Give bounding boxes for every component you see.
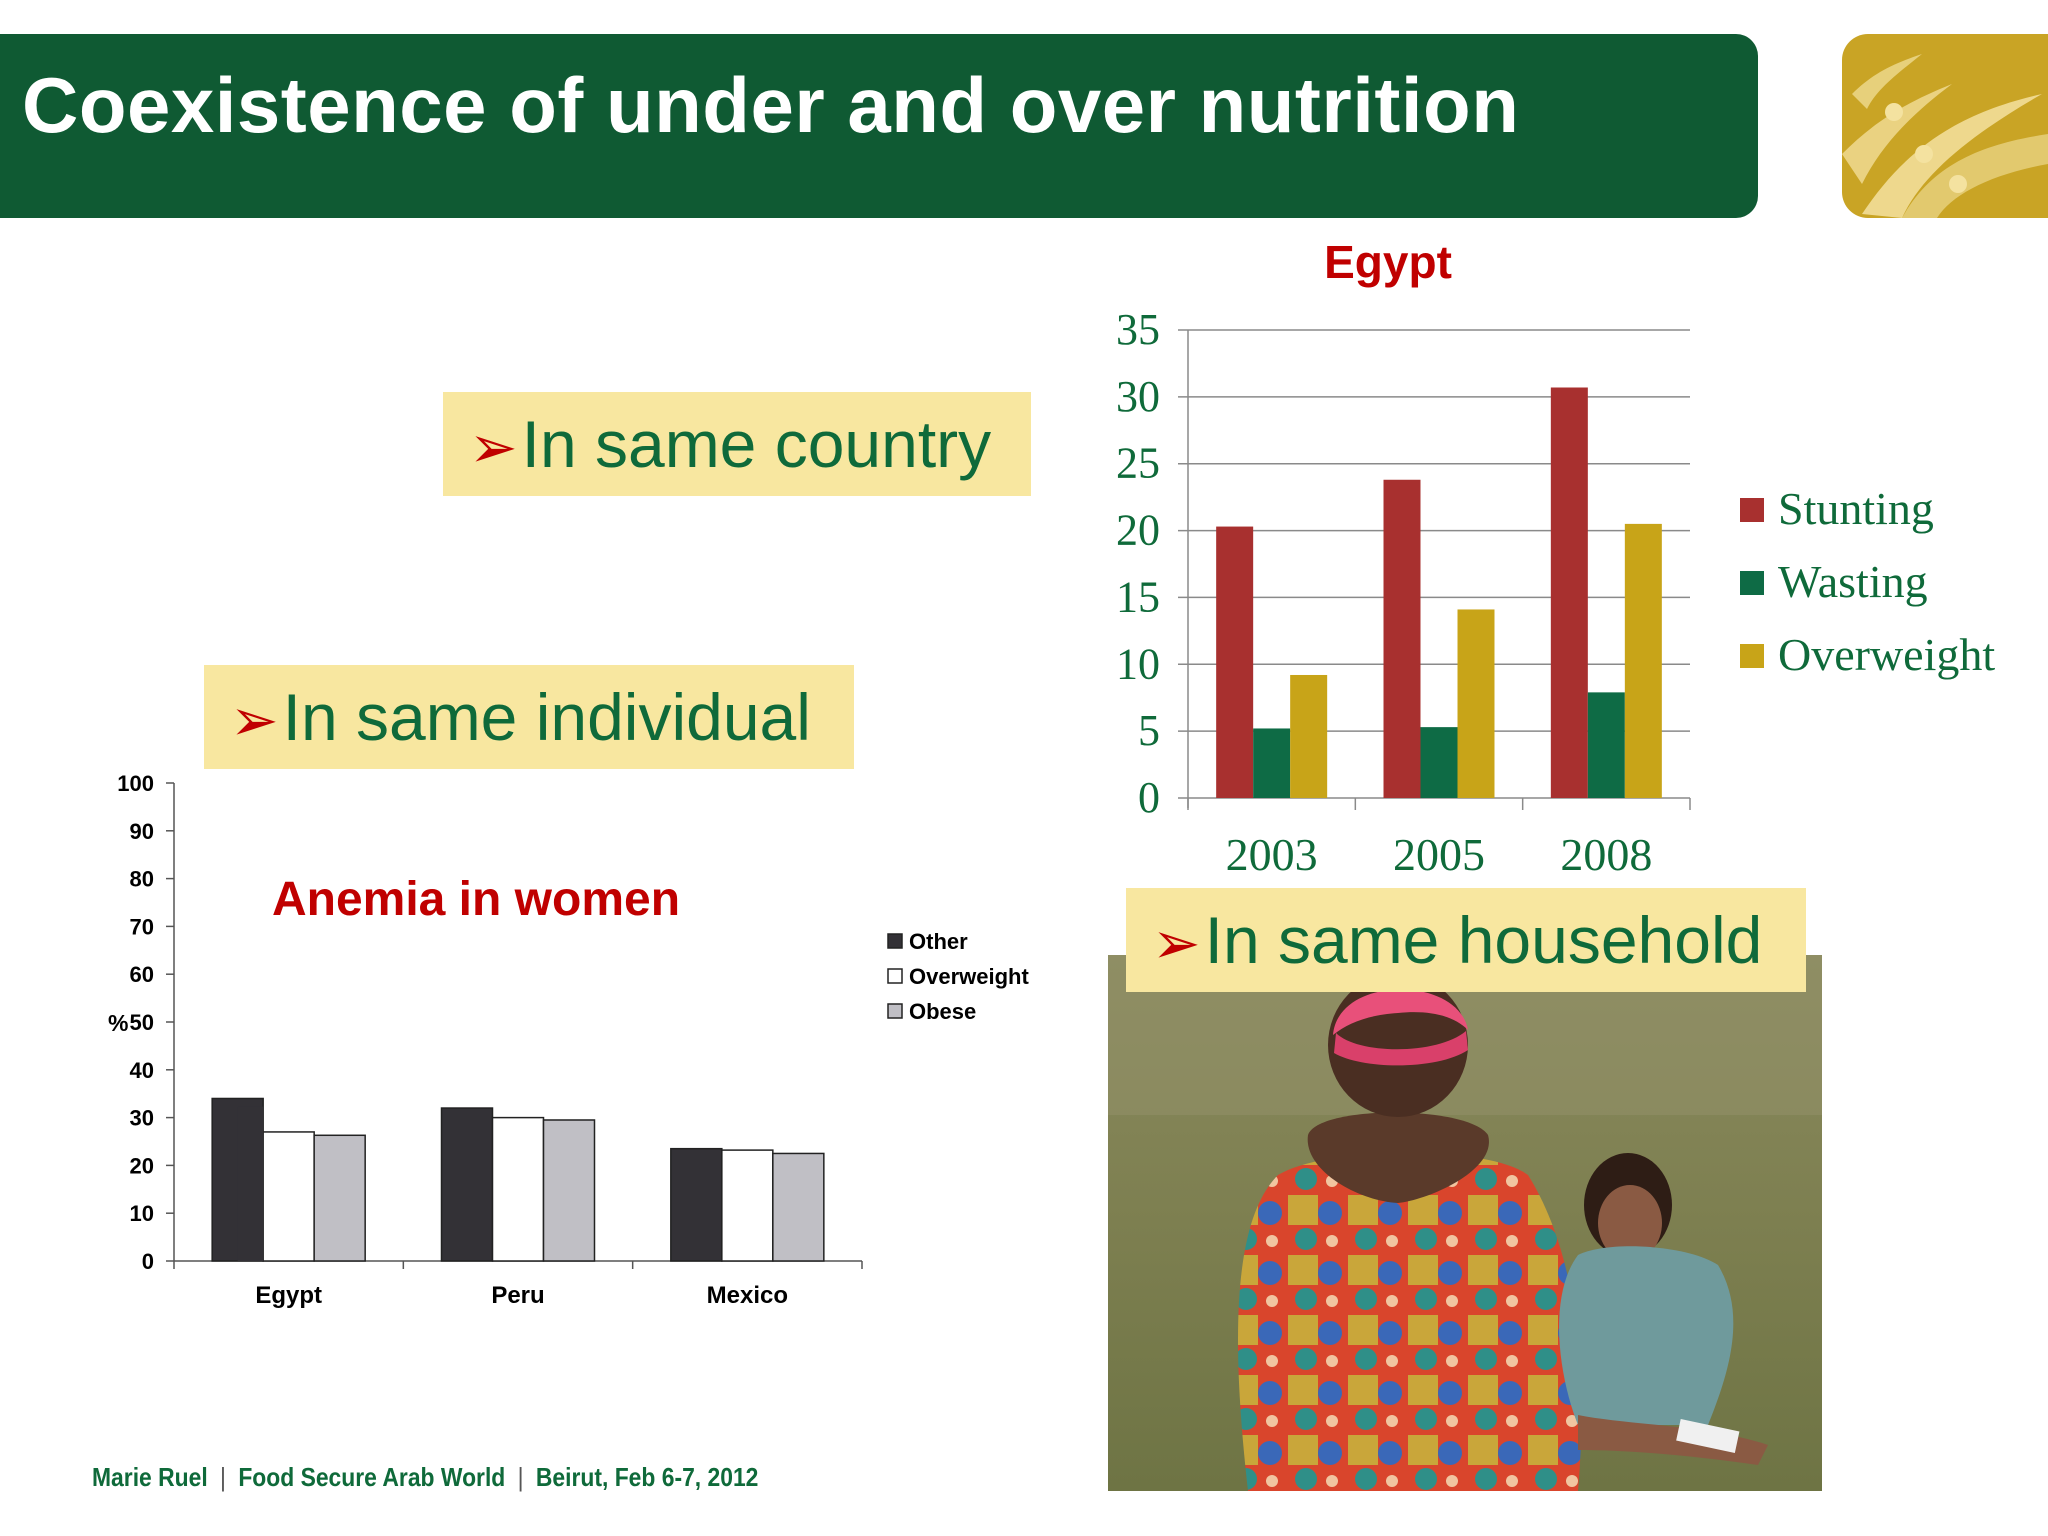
- footer-separator: |: [220, 1462, 226, 1492]
- egypt-y-tick-label: 10: [1116, 639, 1160, 688]
- wheat-logo-icon: [1842, 54, 2048, 218]
- anemia-bar-obese-mexico: [772, 1152, 825, 1262]
- footer-separator: |: [517, 1462, 524, 1492]
- callout-individual-text: In same individual: [282, 680, 811, 754]
- egypt-y-tick-label: 5: [1138, 706, 1160, 755]
- anemia-bar-other-peru: [440, 1107, 494, 1262]
- anemia-legend-label-obese: Obese: [909, 999, 976, 1024]
- egypt-y-tick-label: 25: [1116, 439, 1160, 488]
- egypt-bar-wasting-2005: [1420, 727, 1458, 798]
- egypt-legend-swatch-overweight: [1740, 644, 1764, 668]
- anemia-chart-title: Anemia in women: [272, 873, 680, 926]
- egypt-legend-swatch-wasting: [1740, 571, 1764, 595]
- anemia-x-tick-label: Mexico: [707, 1282, 788, 1309]
- egypt-bar-stunting-2008: [1550, 387, 1588, 798]
- anemia-bar-overweight-mexico: [721, 1149, 774, 1262]
- anemia-x-tick-label: Peru: [491, 1282, 544, 1309]
- egypt-bar-wasting-2008: [1587, 692, 1625, 798]
- egypt-bar-stunting-2005: [1383, 479, 1421, 798]
- anemia-y-tick-label: 100: [117, 771, 154, 796]
- title-bar: [0, 34, 1758, 218]
- callout-same-household: ➢In same household: [1126, 888, 1806, 992]
- egypt-bar-stunting-2003: [1216, 526, 1254, 798]
- egypt-legend-label-wasting: Wasting: [1778, 556, 1928, 607]
- anemia-y-tick-label: 30: [130, 1106, 154, 1131]
- egypt-y-tick-label: 0: [1138, 773, 1160, 822]
- anemia-legend-swatch-obese: [887, 1003, 903, 1019]
- anemia-legend-swatch-overweight: [887, 968, 903, 984]
- anemia-women-chart: Anemia in women % 0 10 20 30 40 50 60 70 80 90 100…: [108, 771, 1029, 1309]
- anemia-y-tick-label: 20: [130, 1153, 154, 1178]
- footer: Marie Ruel | Food Secure Arab World | Beirut…: [92, 1462, 758, 1493]
- anemia-bar-other-mexico: [670, 1147, 723, 1262]
- egypt-x-tick-label: 2003: [1226, 829, 1318, 880]
- egypt-bar-overweight-2005: [1457, 609, 1495, 798]
- anemia-bar-overweight-egypt: [262, 1131, 315, 1262]
- anemia-y-tick-label: 50: [130, 1010, 154, 1035]
- egypt-legend-swatch-stunting: [1740, 498, 1764, 522]
- egypt-nutrition-chart: Egypt 0 5 10 15 20 25 30 35 2003 2005 2008 Stunti…: [1116, 236, 1995, 880]
- arrow-bullet-icon: ➢: [1152, 911, 1201, 976]
- slide-title: Coexistence of under and over nutrition: [22, 61, 1520, 149]
- anemia-y-tick-label: 10: [130, 1201, 154, 1226]
- anemia-legend-label-other: Other: [909, 929, 968, 954]
- anemia-y-tick-label: 0: [142, 1249, 154, 1274]
- callout-country-text: In same country: [521, 407, 992, 481]
- anemia-legend-swatch-other: [887, 933, 903, 949]
- anemia-y-tick-label: 70: [130, 914, 154, 939]
- egypt-bar-overweight-2008: [1624, 523, 1662, 798]
- anemia-bar-obese-peru: [542, 1119, 596, 1262]
- anemia-y-tick-label: 80: [130, 867, 154, 892]
- egypt-bar-overweight-2003: [1290, 674, 1328, 798]
- egypt-legend-label-overweight: Overweight: [1778, 629, 1995, 680]
- anemia-bar-obese-egypt: [313, 1134, 366, 1262]
- egypt-y-tick-label: 20: [1116, 506, 1160, 555]
- callout-household-text: In same household: [1204, 903, 1763, 977]
- footer-author: Marie Ruel: [92, 1462, 208, 1492]
- anemia-y-tick-label: 60: [130, 962, 154, 987]
- callout-same-individual: ➢In same individual: [204, 665, 854, 769]
- callout-same-country: ➢In same country: [443, 392, 1031, 496]
- anemia-bar-other-egypt-step: [237, 1106, 264, 1261]
- anemia-y-tick-label: 90: [130, 819, 154, 844]
- egypt-chart-title: Egypt: [1324, 236, 1452, 288]
- egypt-bar-wasting-2003: [1253, 728, 1291, 798]
- footer-event: Food Secure Arab World: [238, 1462, 506, 1492]
- egypt-y-tick-label: 15: [1116, 572, 1160, 621]
- egypt-x-tick-label: 2005: [1393, 829, 1485, 880]
- anemia-y-axis-label: %: [108, 1010, 128, 1036]
- egypt-x-tick-label: 2008: [1560, 829, 1652, 880]
- egypt-y-tick-label: 35: [1116, 305, 1160, 354]
- anemia-bar-overweight-peru: [491, 1116, 545, 1262]
- arrow-bullet-icon: ➢: [469, 415, 518, 480]
- household-photo: [1108, 955, 1822, 1491]
- footer-place-date: Beirut, Feb 6-7, 2012: [535, 1462, 759, 1492]
- arrow-bullet-icon: ➢: [230, 688, 279, 753]
- anemia-x-tick-label: Egypt: [255, 1282, 322, 1309]
- anemia-legend-label-overweight: Overweight: [909, 964, 1029, 989]
- mother-child-photo: [1108, 955, 1822, 1491]
- logo: [1842, 34, 2048, 218]
- egypt-legend-label-stunting: Stunting: [1778, 483, 1934, 534]
- anemia-y-tick-label: 40: [130, 1058, 154, 1083]
- egypt-y-tick-label: 30: [1116, 372, 1160, 421]
